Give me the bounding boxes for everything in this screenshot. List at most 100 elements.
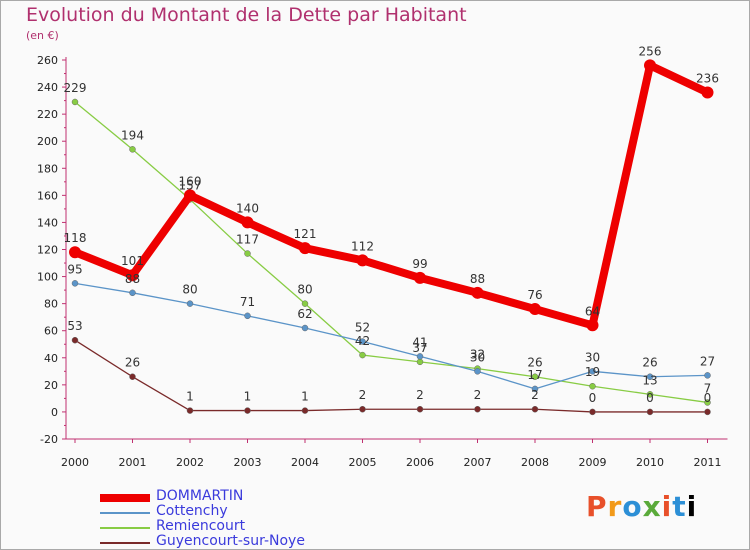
data-point	[644, 59, 656, 72]
data-point	[184, 189, 196, 202]
data-label: 1	[301, 390, 309, 404]
data-point	[129, 146, 136, 153]
data-label: 26	[527, 356, 542, 370]
data-point	[356, 254, 369, 267]
data-label: 26	[642, 356, 657, 370]
legend-label: Cottenchy	[156, 503, 228, 519]
data-point	[129, 289, 136, 297]
data-label: 101	[121, 254, 144, 268]
legend-label: Remiencourt	[156, 518, 246, 534]
data-label: 27	[700, 354, 715, 368]
data-label: 1	[244, 390, 252, 404]
data-label: 2	[474, 388, 482, 402]
data-label: 236	[696, 71, 719, 85]
data-label: 80	[182, 283, 197, 297]
x-tick-label: 2002	[176, 456, 204, 469]
legend-swatch	[100, 512, 150, 514]
series-line-2	[74, 101, 708, 404]
data-label: 7	[704, 381, 712, 395]
data-label: 30	[470, 350, 485, 364]
x-tick-label: 2003	[234, 456, 262, 469]
data-label: 0	[589, 391, 597, 405]
data-label: 2	[359, 388, 367, 402]
y-tick-label: 220	[37, 108, 58, 121]
data-label: 88	[125, 272, 140, 286]
data-point	[474, 368, 481, 375]
y-tick-label: 180	[37, 162, 58, 175]
data-point	[704, 408, 711, 416]
series-line-0	[73, 61, 710, 330]
data-point	[646, 391, 654, 398]
data-point	[529, 303, 541, 316]
data-label: 256	[639, 44, 662, 58]
x-tick-label: 2007	[464, 456, 492, 469]
data-point	[301, 300, 309, 307]
data-point	[589, 408, 596, 416]
legend-swatch	[100, 542, 150, 544]
legend-label: Guyencourt-sur-Noye	[156, 533, 305, 549]
x-tick-label: 2004	[291, 456, 319, 469]
data-label: 53	[67, 319, 82, 333]
x-tick-label: 2008	[521, 456, 549, 469]
data-point	[301, 324, 309, 332]
y-tick-label: 240	[37, 81, 58, 94]
data-label: 229	[64, 81, 87, 95]
data-label: 13	[642, 373, 657, 387]
data-label: 2	[416, 388, 424, 402]
y-tick-label: 260	[37, 54, 58, 67]
data-point	[531, 405, 539, 413]
data-label: 160	[179, 174, 202, 188]
data-label: 140	[236, 201, 259, 215]
data-label: 64	[585, 304, 600, 318]
data-point	[704, 399, 711, 406]
x-tick-label: 2000	[61, 456, 89, 469]
data-point	[416, 358, 424, 366]
x-tick-label: 2009	[579, 456, 607, 469]
data-label: 1	[186, 390, 194, 404]
y-tick-label: 0	[51, 406, 58, 419]
data-label: 17	[527, 368, 542, 382]
data-point	[474, 405, 481, 413]
data-label: 121	[294, 227, 317, 241]
y-tick-label: 120	[37, 244, 58, 257]
data-label: 157	[179, 178, 202, 192]
data-point	[186, 407, 194, 414]
data-point	[531, 373, 539, 380]
y-tick-label: 200	[37, 135, 58, 148]
legend-label: DOMMARTIN	[156, 488, 244, 504]
data-point	[186, 300, 194, 307]
y-tick-label: 100	[37, 271, 58, 284]
y-tick-label: -20	[40, 433, 58, 446]
data-label: 99	[412, 257, 427, 271]
y-tick-label: 40	[44, 352, 58, 365]
data-label: 0	[646, 391, 654, 405]
data-point	[301, 407, 309, 414]
data-point	[589, 368, 596, 375]
data-point	[701, 86, 714, 99]
data-label: 95	[67, 262, 82, 276]
y-tick-label: 60	[44, 325, 58, 338]
data-label: 52	[355, 321, 370, 335]
data-label: 194	[121, 128, 144, 142]
data-point	[241, 216, 254, 229]
data-point	[71, 336, 79, 344]
data-label: 117	[236, 233, 259, 247]
y-tick-label: 80	[44, 298, 58, 311]
legend-swatch	[100, 494, 150, 502]
x-tick-label: 2001	[119, 456, 147, 469]
data-point	[646, 408, 654, 416]
data-point	[589, 382, 596, 390]
data-label: 42	[355, 334, 370, 348]
data-point	[69, 246, 81, 259]
data-point	[244, 407, 251, 414]
data-point	[359, 405, 366, 413]
data-point	[416, 405, 424, 413]
data-label: 32	[470, 348, 485, 362]
series-line-3	[74, 339, 708, 413]
y-tick-label: 140	[37, 216, 58, 229]
data-point	[129, 373, 136, 380]
data-point	[416, 353, 424, 360]
data-label: 26	[125, 356, 140, 370]
data-label: 71	[240, 295, 255, 309]
